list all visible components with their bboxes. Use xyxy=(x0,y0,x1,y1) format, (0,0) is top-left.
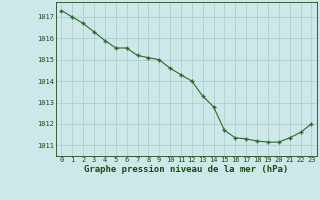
X-axis label: Graphe pression niveau de la mer (hPa): Graphe pression niveau de la mer (hPa) xyxy=(84,165,289,174)
